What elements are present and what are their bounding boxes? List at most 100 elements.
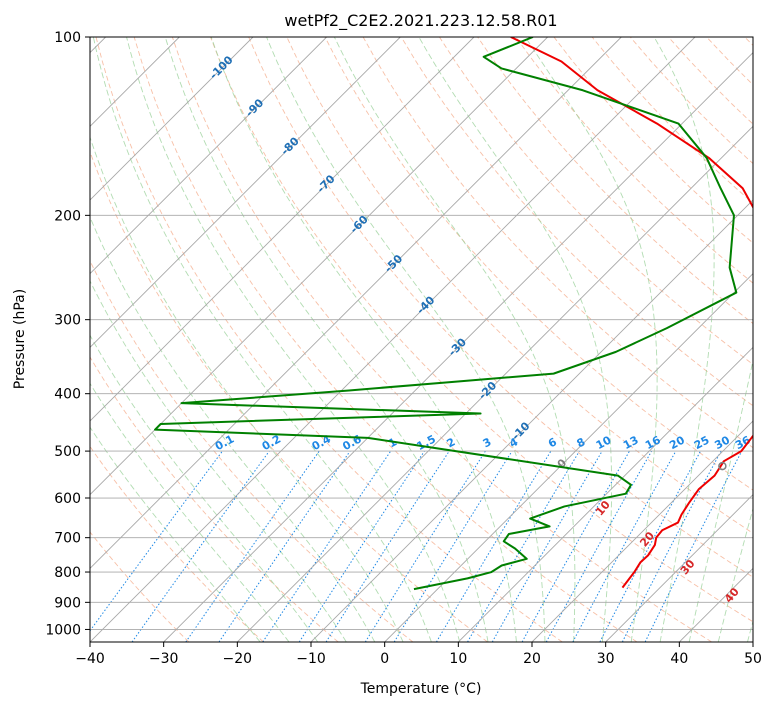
x-axis: −40 −30 −20 −10 0 10 20 30 40 50 bbox=[75, 642, 762, 667]
mixing-ratio-line bbox=[435, 450, 552, 642]
isotherm-line bbox=[752, 641, 753, 642]
y-tick-label: 200 bbox=[54, 208, 81, 224]
y-tick-label: 700 bbox=[54, 531, 81, 547]
mixing-ratio-label: 0.2 bbox=[260, 432, 283, 453]
plot-area: 0.1 0.2 0.4 0.6 1 1.5 2 3 4 6 8 10 13 16 20 25 30 36-100-… bbox=[90, 37, 753, 642]
dry-adiabat-line bbox=[477, 37, 753, 325]
mixing-ratio-label: 8 bbox=[575, 435, 588, 450]
dry-adiabat-line bbox=[90, 259, 414, 642]
moist-adiabat-line bbox=[90, 334, 319, 642]
mixing-ratio-label: 10 bbox=[594, 433, 614, 452]
isotherm-line bbox=[90, 37, 548, 496]
isotherm-label: -70 bbox=[314, 172, 337, 195]
mixing-ratio-label: 16 bbox=[643, 433, 663, 452]
dry-adiabat-line bbox=[133, 37, 638, 642]
x-tick-label: 20 bbox=[523, 651, 541, 667]
sounding-profiles bbox=[154, 37, 753, 591]
moist-adiabat-line bbox=[126, 37, 461, 642]
y-tick-label: 300 bbox=[54, 313, 81, 329]
isotherm-line bbox=[605, 494, 753, 642]
dry-adiabat-line bbox=[171, 37, 712, 642]
moist-adiabat-line bbox=[164, 37, 489, 642]
mixing-ratio-line bbox=[185, 450, 320, 642]
mixing-ratio-line bbox=[90, 450, 223, 632]
moist-adiabat-line bbox=[90, 426, 261, 642]
isotherm-line bbox=[237, 125, 753, 642]
isotherm-line bbox=[458, 346, 753, 642]
mixing-ratio-line bbox=[599, 450, 701, 642]
dry-adiabat-line bbox=[668, 37, 753, 125]
isotherm-line bbox=[90, 37, 401, 348]
mixing-ratio-label: 30 bbox=[712, 433, 732, 452]
y-tick-label: 500 bbox=[54, 444, 81, 460]
x-tick-label: −30 bbox=[149, 651, 179, 667]
mixing-ratio-label: 3 bbox=[481, 435, 494, 450]
x-tick-label: −10 bbox=[296, 651, 326, 667]
mixing-ratio-label: 1.5 bbox=[415, 432, 438, 453]
mixing-ratio-lines bbox=[90, 450, 743, 642]
x-axis-title: Temperature (°C) bbox=[360, 681, 482, 697]
y-tick-label: 400 bbox=[54, 387, 81, 403]
mixing-ratio-line bbox=[545, 450, 653, 642]
mixing-ratio-label: 13 bbox=[621, 433, 641, 452]
mixing-ratio-label: 6 bbox=[546, 435, 559, 450]
mixing-ratio-label: 0.1 bbox=[213, 432, 236, 453]
dry-adiabats bbox=[90, 37, 753, 642]
chart-title: wetPf2_C2E2.2021.223.12.58.R01 bbox=[284, 11, 557, 31]
moist-adiabat-line bbox=[90, 135, 404, 642]
x-tick-label: 50 bbox=[744, 651, 762, 667]
isotherm-label: -50 bbox=[382, 252, 405, 275]
dry-adiabat-line bbox=[706, 37, 753, 86]
dry-adiabat-line bbox=[95, 37, 563, 642]
dry-adiabat-line bbox=[362, 37, 753, 449]
dry-adiabat-line bbox=[90, 150, 488, 642]
plot-frame bbox=[89, 36, 754, 643]
mixing-ratio-line bbox=[572, 450, 677, 642]
isotherm-line bbox=[90, 37, 696, 642]
mixing-ratio-line bbox=[644, 450, 743, 642]
dry-adiabat-line bbox=[439, 37, 753, 365]
x-tick-label: −40 bbox=[75, 651, 105, 667]
moist-adiabat-line bbox=[333, 37, 576, 642]
y-tick-label: 800 bbox=[54, 565, 81, 581]
moist-adiabat-line bbox=[266, 37, 546, 642]
isotherm-line bbox=[163, 52, 753, 642]
mixing-ratio-line bbox=[521, 450, 630, 642]
isotherm-label: -40 bbox=[414, 293, 437, 316]
dry-adiabat-line bbox=[210, 37, 753, 623]
isotherm-line bbox=[384, 273, 753, 642]
mixing-ratio-label: 25 bbox=[692, 433, 712, 452]
isotherm-line bbox=[90, 37, 622, 569]
dry-adiabat-line bbox=[515, 37, 753, 284]
moist-adiabat-line bbox=[92, 37, 432, 642]
mixing-ratio-line bbox=[325, 450, 450, 642]
mixing-ratio-line bbox=[621, 450, 722, 642]
dry-adiabat-line bbox=[324, 37, 753, 491]
temperature-profile bbox=[510, 37, 753, 589]
isotherm-line bbox=[90, 37, 254, 201]
x-tick-label: −20 bbox=[223, 651, 253, 667]
mixing-ratio-line bbox=[298, 450, 425, 642]
isotherm-line bbox=[90, 37, 327, 275]
moist-adiabat-line bbox=[90, 216, 376, 642]
dewpoint-profile bbox=[154, 37, 738, 591]
isotherm-label: -90 bbox=[243, 96, 266, 119]
moist-adiabat-line bbox=[524, 37, 658, 642]
y-axis: 100 200 300 400 500 600 700 800 900 1000 bbox=[45, 30, 90, 638]
isotherm-line bbox=[90, 37, 475, 422]
dry-adiabat-line bbox=[400, 37, 753, 407]
x-tick-label: 30 bbox=[597, 651, 615, 667]
y-tick-label: 1000 bbox=[45, 622, 81, 638]
dry-adiabat-line bbox=[591, 37, 753, 204]
moist-adiabat-line bbox=[653, 37, 715, 642]
mixing-ratio-label: 2 bbox=[445, 435, 458, 450]
mixing-ratio-label: 36 bbox=[733, 433, 753, 452]
isotherm-line bbox=[679, 567, 753, 642]
dry-adiabat-line bbox=[248, 37, 753, 578]
mixing-ratio-line bbox=[131, 450, 270, 642]
x-tick-label: 0 bbox=[380, 651, 389, 667]
isobar-gridlines bbox=[90, 37, 753, 630]
moist-adiabat-line bbox=[688, 358, 753, 642]
mixing-ratio-label: 20 bbox=[667, 433, 687, 452]
